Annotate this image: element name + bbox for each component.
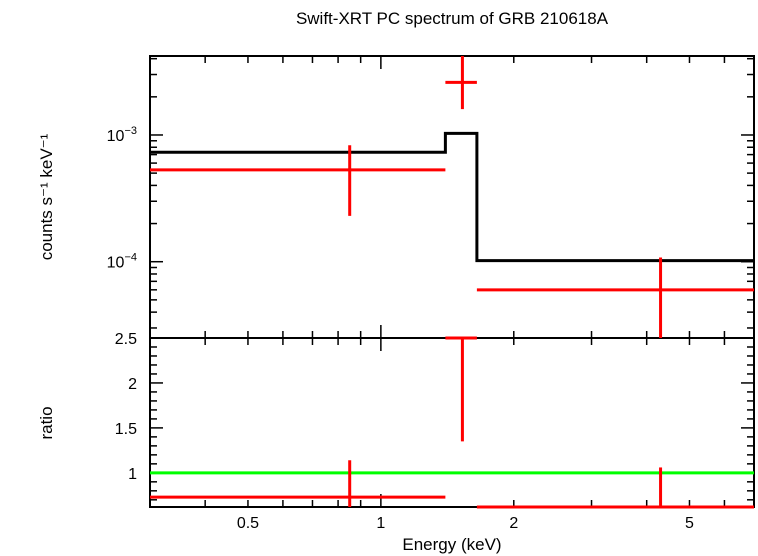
x-tick-label: 0.5: [237, 515, 259, 532]
ratio-panel-frame: [149, 337, 755, 508]
x-axis-label: Energy (keV): [402, 535, 501, 554]
model-step-line: [150, 131, 754, 263]
chart-title: Swift-XRT PC spectrum of GRB 210618A: [296, 9, 609, 28]
x-tick-label: 2: [509, 515, 518, 532]
y-tick-label: 1: [128, 466, 137, 483]
y-tick-label: 2: [128, 376, 137, 393]
y-tick-label: 2.5: [115, 331, 137, 348]
y-tick-label: 1.5: [115, 421, 137, 438]
y-tick-label: 10−4: [107, 252, 137, 272]
x-tick-label: 5: [685, 515, 694, 532]
spectrum-panel-frame: [149, 55, 755, 339]
ratio-y-axis-label: ratio: [37, 406, 56, 439]
y-tick-label: 10−3: [107, 125, 137, 145]
x-tick-label: 1: [376, 515, 385, 532]
spectrum-y-axis-label: counts s⁻¹ keV⁻¹: [37, 133, 56, 260]
